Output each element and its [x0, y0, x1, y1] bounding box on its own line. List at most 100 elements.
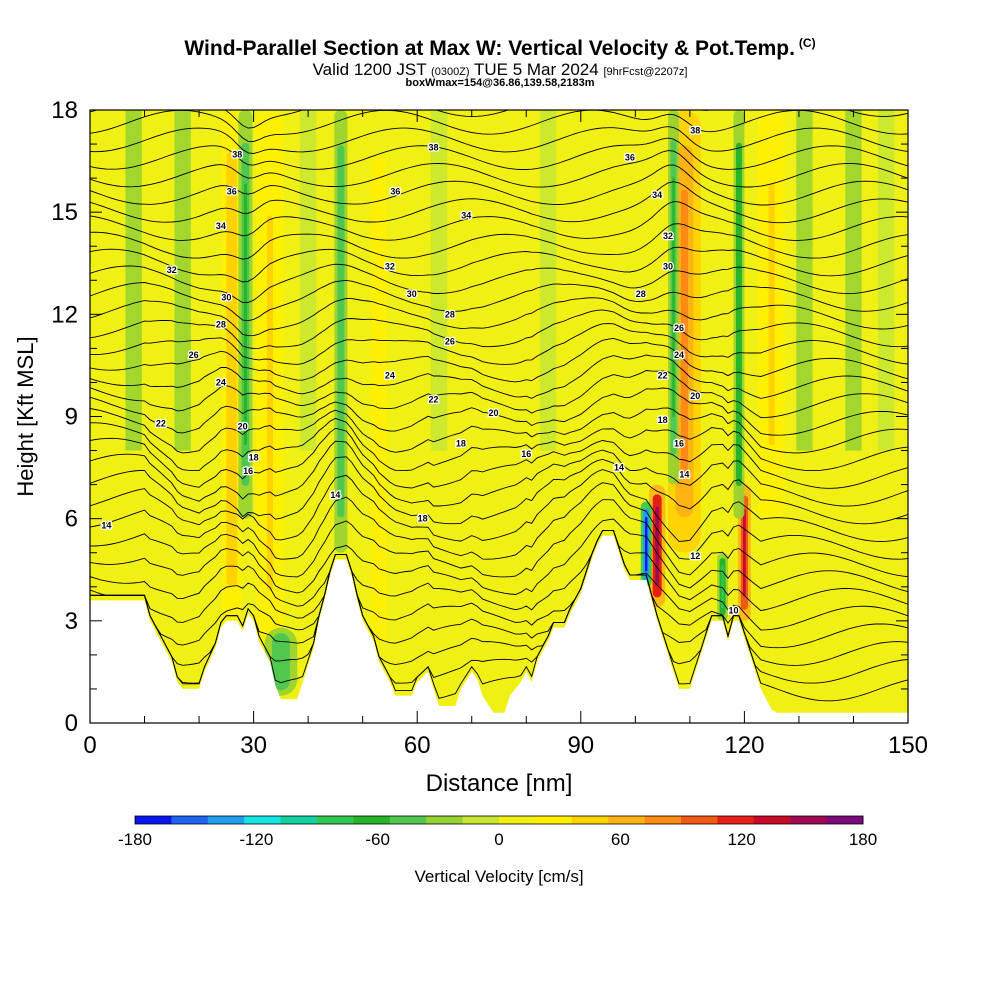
isentrope-label: 22 — [429, 394, 439, 404]
isentrope-line — [90, 354, 908, 399]
downdraft-column-core — [645, 516, 648, 572]
isentrope-line — [90, 309, 908, 349]
colorbar-swatch — [608, 816, 646, 824]
downdraft-column-core — [339, 189, 343, 474]
isentrope-line — [90, 110, 908, 129]
colorbar-frame — [134, 815, 864, 825]
isentrope-label: 28 — [636, 289, 646, 299]
colorbar-swatch — [207, 816, 245, 824]
isentrope-line — [90, 337, 908, 383]
isentrope-label: 38 — [232, 149, 242, 159]
isentrope-label: 30 — [407, 289, 417, 299]
downdraft-column-core — [737, 183, 741, 446]
x-axis-label: Distance [nm] — [426, 770, 573, 797]
weak-downdraft-band — [125, 110, 142, 451]
isentrope-line — [90, 150, 908, 188]
valid-utc-label: (0300Z) — [431, 66, 470, 78]
isentrope-label: 14 — [330, 490, 340, 500]
y-tick-label: 15 — [51, 199, 78, 226]
isentrope-label: 30 — [221, 292, 231, 302]
colorbar-tick-label: 60 — [611, 830, 630, 849]
isentrope-line — [90, 246, 908, 283]
updraft-column-core — [655, 506, 659, 586]
downdraft-column-core — [672, 177, 675, 418]
isentrope-line — [90, 137, 908, 170]
updraft-column-core — [229, 203, 234, 535]
isentrope-label: 34 — [461, 211, 471, 221]
isentrope-line — [90, 530, 908, 612]
isentrope-label: 16 — [521, 449, 531, 459]
valid-date-label: TUE 5 Mar 2024 — [474, 60, 599, 79]
isentrope-label: 24 — [674, 350, 684, 360]
colorbar-tick-label: -180 — [118, 830, 152, 849]
isentrope-label: 30 — [663, 262, 673, 272]
x-tick-label: 120 — [724, 732, 764, 759]
isentrope-line — [90, 181, 908, 224]
colorbar-tick-label: -120 — [239, 830, 273, 849]
x-tick-label: 30 — [240, 732, 267, 759]
isentrope-line — [90, 482, 908, 560]
isentrope-label: 18 — [456, 439, 466, 449]
colorbar-swatch — [135, 816, 172, 824]
colorbar-swatch — [280, 816, 318, 824]
isentrope-line — [90, 263, 908, 304]
isentrope-label: 28 — [216, 320, 226, 330]
isentrope-label: 14 — [679, 469, 689, 479]
isentrope-line — [90, 530, 908, 649]
isentrope-label: 18 — [249, 452, 259, 462]
isentrope-label: 36 — [227, 187, 237, 197]
isentrope-line — [90, 110, 908, 142]
isentrope-label: 32 — [385, 262, 395, 272]
isentrope-label: 32 — [663, 231, 673, 241]
y-axis-label: Height [Kft MSL] — [13, 336, 38, 496]
y-tick-label: 18 — [51, 97, 78, 124]
y-tick-label: 3 — [65, 608, 78, 635]
colorbar-tick-label: 0 — [494, 830, 503, 849]
colorbar-swatch — [389, 816, 427, 824]
isentrope-line — [90, 499, 908, 578]
weak-downdraft-band — [796, 110, 813, 451]
isentrope-line — [90, 518, 908, 595]
weak-downdraft-band — [299, 110, 317, 451]
isentrope-label: 20 — [690, 391, 700, 401]
isentrope-line — [90, 370, 908, 418]
weak-downdraft-band — [878, 110, 895, 451]
colorbar-swatch — [353, 816, 391, 824]
isentrope-label: 24 — [216, 377, 226, 387]
downdraft-column-core — [721, 564, 724, 609]
isentrope-label: 38 — [690, 125, 700, 135]
isentrope-label: 14 — [101, 520, 111, 530]
chart-title-text: Wind-Parallel Section at Max W: Vertical… — [184, 37, 795, 60]
isentrope-label: 10 — [728, 606, 738, 616]
isentrope-label: 26 — [445, 337, 455, 347]
isentrope-line — [90, 530, 908, 631]
isentrope-label: 22 — [658, 371, 668, 381]
isentrope-line — [90, 279, 908, 322]
isentrope-label: 26 — [189, 350, 199, 360]
x-tick-label: 90 — [567, 732, 594, 759]
isentrope-line — [90, 407, 908, 454]
isentrope-labels: 14 32 22 26 24 34 36 28 30 38 20 18 16 14 32 36 24 30 38 18… — [100, 124, 740, 617]
isentrope-line — [90, 201, 908, 241]
isentrope-label: 16 — [674, 439, 684, 449]
isentrope-label: 34 — [216, 221, 226, 231]
colorbar-tick-label: 180 — [849, 830, 877, 849]
isentrope-label: 22 — [156, 418, 166, 428]
isentrope-label: 12 — [690, 551, 700, 561]
isentrope-line — [90, 164, 908, 206]
colorbar-swatch — [462, 816, 500, 824]
weak-downdraft-band — [174, 110, 191, 451]
colorbar-swatch — [826, 816, 864, 824]
isentrope-label: 36 — [390, 187, 400, 197]
y-tick-label: 6 — [65, 506, 78, 533]
velocity-field: 14 32 22 26 24 34 36 28 30 38 20 18 16 14 32 36 24 30 38 18… — [90, 110, 908, 723]
isentrope-line — [90, 126, 908, 154]
colorbar-swatch — [171, 816, 209, 824]
box-wmax-line: boxWmax=154@36.86,139.58,2183m — [405, 77, 595, 89]
weak-downdraft-band — [430, 110, 448, 451]
updraft-column-core — [376, 214, 383, 585]
colorbar-swatch — [790, 816, 828, 824]
isentrope-line — [90, 223, 908, 260]
